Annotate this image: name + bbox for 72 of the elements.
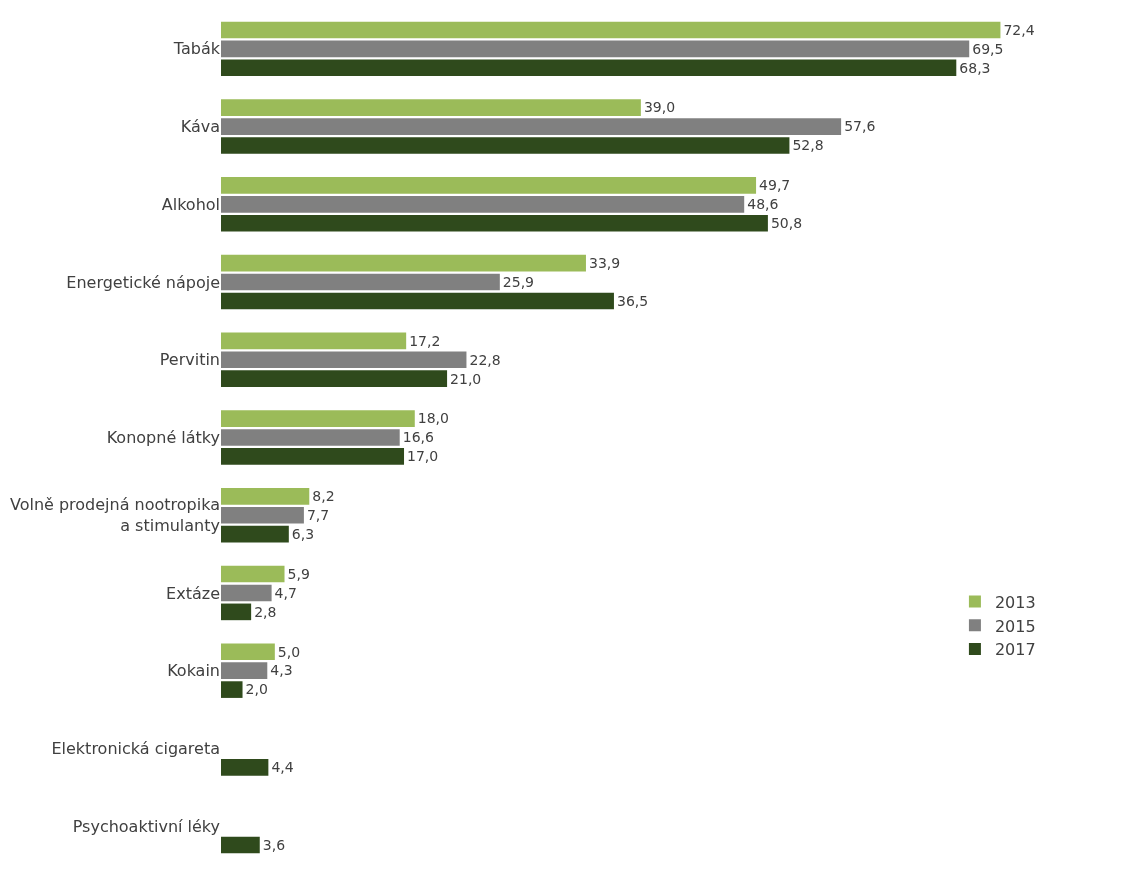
- data-label: 3,6: [262, 836, 286, 853]
- legend-label: 2013: [994, 592, 1036, 612]
- bar: [221, 59, 957, 77]
- bar: [221, 565, 285, 583]
- bar: [221, 370, 448, 388]
- bar: [221, 137, 790, 154]
- data-label: 6,3: [291, 525, 315, 542]
- y-tick-label: Energetické nápoje: [66, 272, 220, 292]
- data-label: 36,5: [616, 292, 649, 309]
- y-tick-label: Pervitin: [159, 350, 220, 370]
- y-tick-label: Konopné látky: [106, 428, 220, 448]
- y-tick-label: Elektronická cigareta: [51, 739, 220, 759]
- y-tick-label: Tabák: [172, 39, 221, 59]
- bar: [221, 525, 289, 543]
- data-label: 57,6: [844, 118, 876, 135]
- data-label: 17,2: [409, 332, 441, 349]
- data-label: 4,7: [274, 584, 297, 601]
- data-label: 33,9: [588, 254, 621, 271]
- bar: [221, 273, 500, 291]
- bar: [221, 99, 641, 116]
- legend-label: 2015: [994, 616, 1036, 636]
- data-label: 72,4: [1003, 21, 1035, 38]
- data-label: 7,7: [306, 507, 330, 524]
- bar: [221, 410, 415, 427]
- data-label: 25,9: [502, 273, 535, 290]
- bar: [221, 214, 768, 232]
- bar: [221, 118, 842, 135]
- data-label: 2,8: [254, 603, 277, 620]
- data-label: 5,0: [277, 643, 301, 660]
- data-label: 50,8: [770, 215, 803, 232]
- bar: [221, 487, 310, 505]
- data-label: 4,4: [271, 759, 294, 776]
- legend-label: 2017: [994, 640, 1036, 660]
- data-label: 48,6: [747, 196, 779, 213]
- bar: [221, 584, 272, 602]
- bar: [221, 351, 467, 369]
- data-label: 49,7: [759, 177, 791, 194]
- bar: [221, 332, 407, 350]
- bar: [221, 662, 268, 679]
- data-label: 39,0: [643, 99, 676, 116]
- data-label: 52,8: [792, 137, 824, 154]
- bar: [221, 292, 614, 310]
- data-label: 21,0: [450, 370, 482, 387]
- data-label: 18,0: [417, 410, 449, 427]
- bar: [221, 681, 243, 698]
- y-tick-label: Volně prodejná nootropika a stimulanty: [9, 495, 220, 536]
- data-label: 2,0: [245, 681, 268, 698]
- data-label: 22,8: [469, 351, 501, 368]
- data-label: 16,6: [402, 429, 434, 446]
- y-tick-label: Psychoaktivní léky: [72, 816, 220, 836]
- bar: [221, 196, 745, 213]
- y-tick-label: Extáze: [166, 583, 220, 603]
- y-tick-label: Kokain: [167, 661, 220, 681]
- bar: [221, 643, 275, 661]
- bar: [221, 21, 1001, 39]
- y-tick-label: Káva: [180, 117, 220, 137]
- data-label: 5,9: [287, 565, 310, 582]
- bar: [221, 506, 304, 524]
- bar: [221, 836, 260, 854]
- data-label: 4,3: [270, 662, 293, 679]
- bar: [221, 429, 400, 446]
- data-label: 68,3: [959, 59, 991, 76]
- y-tick-label: Alkohol: [161, 194, 220, 214]
- data-label: 17,0: [407, 448, 439, 465]
- bar: [221, 603, 252, 621]
- bar: [221, 254, 586, 272]
- bar: [221, 40, 970, 58]
- bar: [221, 759, 269, 776]
- data-label: 69,5: [972, 40, 1004, 57]
- bar: [221, 448, 405, 465]
- bar: [221, 177, 757, 194]
- data-label: 8,2: [312, 488, 335, 505]
